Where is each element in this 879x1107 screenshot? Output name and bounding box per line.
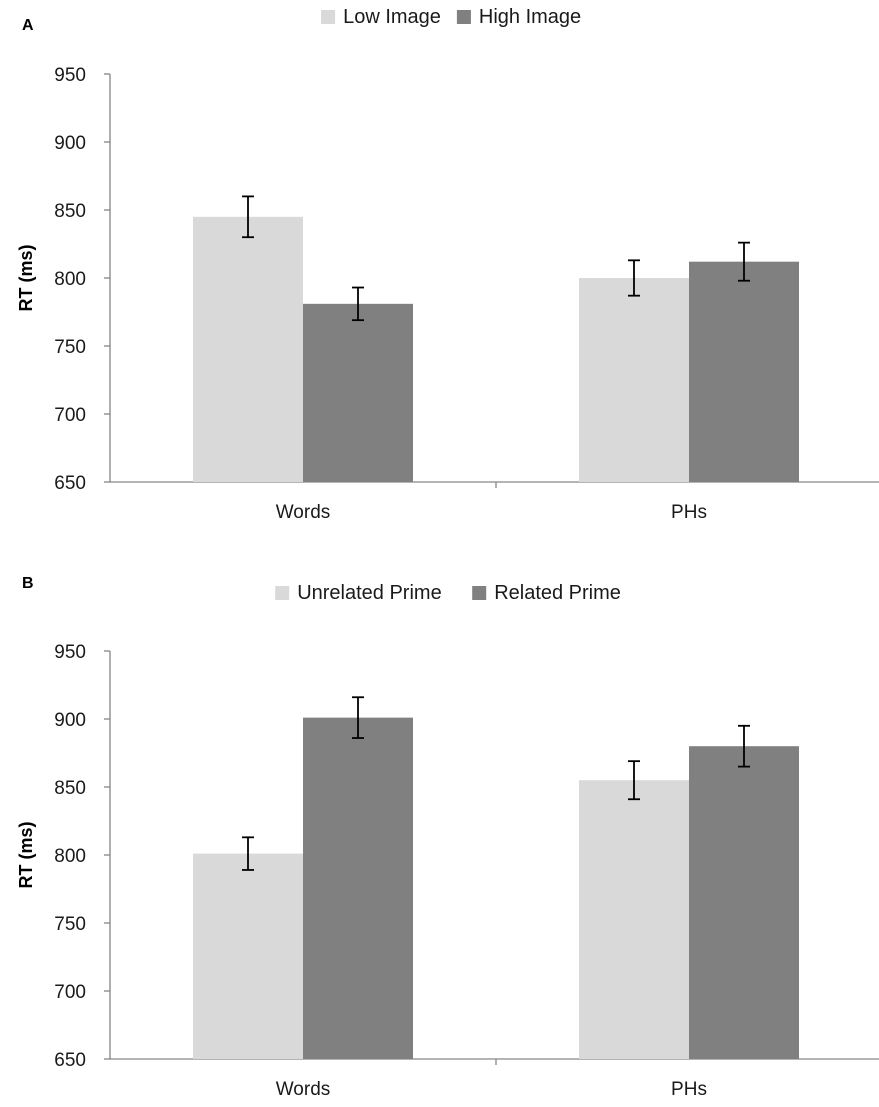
y-tick-label: 950 [54, 65, 86, 86]
y-tick-label: 900 [54, 710, 86, 731]
bar-related-prime-phs [689, 746, 799, 1059]
bar-low-image-words [193, 216, 303, 483]
y-tick-label: 800 [54, 846, 86, 867]
legend-entry: Related Prime [494, 582, 621, 604]
y-tick-label: 650 [54, 473, 86, 494]
legend-entry: Unrelated Prime [297, 582, 442, 604]
x-tick-label: PHs [671, 502, 707, 523]
y-tick-label: 850 [54, 778, 86, 799]
x-tick-label: Words [276, 1079, 331, 1100]
y-tick-label: 800 [54, 269, 86, 290]
legend-swatch [275, 586, 290, 600]
y-axis-title: RT (ms) [16, 244, 36, 311]
legend-swatch [472, 586, 487, 600]
bar-related-prime-words [303, 717, 413, 1059]
y-tick-label: 700 [54, 405, 86, 426]
y-tick-label: 900 [54, 133, 86, 154]
y-axis-title: RT (ms) [16, 821, 36, 888]
y-tick-label: 850 [54, 201, 86, 222]
x-tick-label: PHs [671, 1079, 707, 1100]
bar-unrelated-prime-phs [579, 780, 689, 1059]
panel-label: A [22, 17, 34, 34]
bar-low-image-phs [579, 278, 689, 482]
legend-swatch [456, 10, 471, 24]
legend: Low Image High Image [321, 6, 581, 28]
chart-panel-a: A RT (ms) 650 700 750 800 850 900 950 Words PHs Low… [16, 6, 879, 523]
legend-entry: High Image [479, 6, 581, 28]
legend: Unrelated Prime Related Prime [275, 582, 621, 604]
panel-label: B [22, 575, 34, 592]
bar-high-image-words [303, 303, 413, 482]
chart-panel-b: B RT (ms) 650 700 750 800 850 900 950 Words PHs Unr… [16, 575, 879, 1100]
legend-entry: Low Image [343, 6, 441, 28]
y-tick-label: 750 [54, 337, 86, 358]
y-tick-label: 650 [54, 1050, 86, 1071]
y-tick-label: 950 [54, 642, 86, 663]
bar-high-image-phs [689, 261, 799, 482]
x-tick-label: Words [276, 502, 331, 523]
y-tick-label: 700 [54, 982, 86, 1003]
bar-unrelated-prime-words [193, 853, 303, 1059]
legend-swatch [321, 10, 336, 24]
y-tick-label: 750 [54, 914, 86, 935]
